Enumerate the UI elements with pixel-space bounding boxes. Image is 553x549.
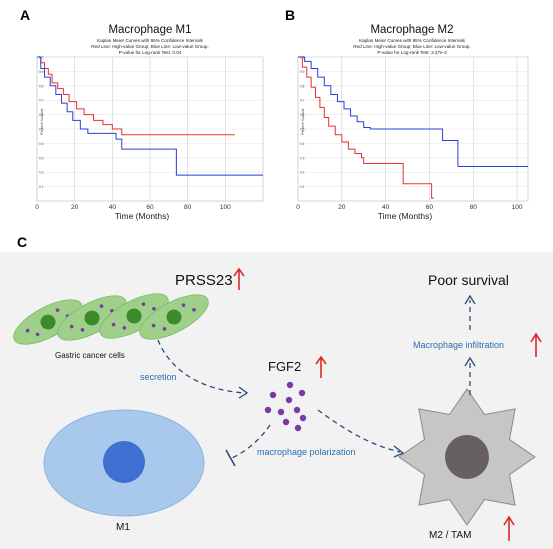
x-tick-label: 80 — [184, 204, 192, 211]
m1-macrophage — [43, 409, 205, 517]
y-tick-label: 0.8 — [300, 84, 305, 88]
high-value-series-line — [37, 56, 235, 136]
y-tick-label: 1.0 — [39, 56, 44, 60]
x-tick-label: 40 — [382, 204, 390, 211]
infiltration-label: Macrophage infiltration — [413, 340, 504, 350]
cancer-cell — [57, 295, 127, 341]
x-tick-label: 100 — [220, 204, 231, 211]
inhibition-line — [231, 424, 271, 459]
infiltration-arrowhead-icon — [464, 356, 476, 367]
fgf2-up-arrow-icon — [315, 355, 327, 378]
m2-tam-macrophage — [398, 388, 536, 526]
y-tick-label: 0.4 — [300, 142, 305, 146]
panel-letter-a: A — [20, 7, 30, 23]
x-tick-label: 0 — [296, 204, 300, 211]
y-tick-label: 0.9 — [39, 70, 44, 74]
y-tick-label: 0.6 — [39, 113, 44, 117]
prss23-up-arrow-icon — [233, 267, 245, 290]
y-tick-label: 0.1 — [39, 185, 44, 189]
m2-nucleus — [445, 435, 489, 479]
polarization-label: macrophage polarization — [257, 447, 356, 457]
low-value-series-line — [298, 56, 528, 167]
cancer-cell-nucleus — [40, 314, 56, 330]
secretion-arrowhead-icon — [238, 386, 249, 399]
x-tick-label: 100 — [512, 204, 523, 211]
chart-b-subtitle-2: Red Line: High-value Group; Blue Line: L… — [353, 44, 470, 49]
panel-letter-c: C — [17, 234, 27, 250]
chart-b-subtitle-3: P-value for Log-rank Test: 3.37e-3 — [377, 50, 447, 55]
x-tick-label: 80 — [470, 204, 478, 211]
high-value-series-line — [298, 56, 434, 199]
x-tick-label: 40 — [109, 204, 117, 211]
survival-arrowhead-icon — [464, 294, 476, 305]
chart-b-subtitle-1: Kaplan Meier Curves with 95% Confidence … — [359, 38, 466, 43]
y-tick-label: 0.3 — [300, 156, 305, 160]
panel-letter-b: B — [285, 7, 295, 23]
x-tick-label: 60 — [146, 204, 154, 211]
chart-a-subtitle-2: Red Line: High-value Group; Blue Line: L… — [91, 44, 208, 49]
cancer-cell — [139, 294, 209, 340]
diagram-c: Gastric cancer cells PRSS23 secretion FG… — [0, 252, 553, 549]
m2-label: M2 / TAM — [429, 530, 471, 541]
poor-survival-label: Poor survival — [428, 272, 509, 288]
chart-a-subtitle-1: Kaplan Meier Curves with 95% Confidence … — [97, 38, 204, 43]
x-tick-label: 20 — [338, 204, 346, 211]
y-tick-label: 0.2 — [300, 171, 305, 175]
chart-b-title: Macrophage M2 — [370, 24, 453, 36]
gastric-cancer-cells — [13, 293, 209, 345]
secretion-arrow — [157, 339, 246, 394]
km-chart-m2: 0 20 40 60 80 1000.10.20.30.40.50.60.70.80.91… — [296, 56, 529, 221]
y-tick-label: 0.4 — [39, 142, 44, 146]
y-tick-label: 0.7 — [300, 99, 305, 103]
m1-nucleus — [103, 441, 145, 483]
y-tick-label: 0.8 — [39, 84, 44, 88]
prss23-label: PRSS23 — [175, 272, 233, 289]
secretion-label: secretion — [140, 372, 177, 382]
chart-a-subtitle-3: P-value for Log-rank Test: 0.04 — [119, 50, 182, 55]
y-tick-label: 0.2 — [39, 171, 44, 175]
fgf2-label: FGF2 — [268, 359, 301, 374]
low-value-series-line — [37, 56, 263, 176]
polarization-arrowhead-icon — [393, 445, 405, 458]
inhibition-bar-icon — [225, 449, 236, 467]
gastric-cancer-label: Gastric cancer cells — [55, 351, 125, 360]
polarization-arrow — [317, 409, 401, 453]
y-axis-label: Percent Survival — [40, 109, 44, 135]
x-tick-label: 20 — [71, 204, 79, 211]
x-tick-label: 0 — [35, 204, 39, 211]
fgf2-molecules — [264, 381, 307, 432]
infiltration-up-arrow-icon — [530, 332, 542, 357]
y-tick-label: 0.3 — [39, 156, 44, 160]
m2-up-arrow-icon — [503, 515, 515, 541]
y-tick-label: 0.6 — [300, 113, 305, 117]
y-tick-label: 0.7 — [39, 99, 44, 103]
m1-label: M1 — [116, 522, 130, 533]
x-axis-label: Time (Months) — [115, 211, 170, 221]
y-tick-label: 0.5 — [300, 128, 305, 132]
cancer-cell-nucleus — [166, 309, 182, 325]
y-tick-label: 0.5 — [39, 128, 44, 132]
x-axis-label: Time (Months) — [378, 211, 433, 221]
y-axis-label: Percent Survival — [301, 109, 305, 135]
y-tick-label: 0.9 — [300, 70, 305, 74]
km-chart-m1: 0 20 40 60 80 100 0.1 0.2 0.3 0.4 0.5 0.6 0.7 0.8 0.9 1… — [35, 56, 264, 221]
cancer-cell-nucleus — [126, 308, 142, 324]
chart-a-title: Macrophage M1 — [108, 24, 191, 36]
cancer-cell-nucleus — [84, 310, 100, 326]
x-tick-label: 60 — [426, 204, 434, 211]
y-tick-label: 0.1 — [300, 185, 305, 189]
